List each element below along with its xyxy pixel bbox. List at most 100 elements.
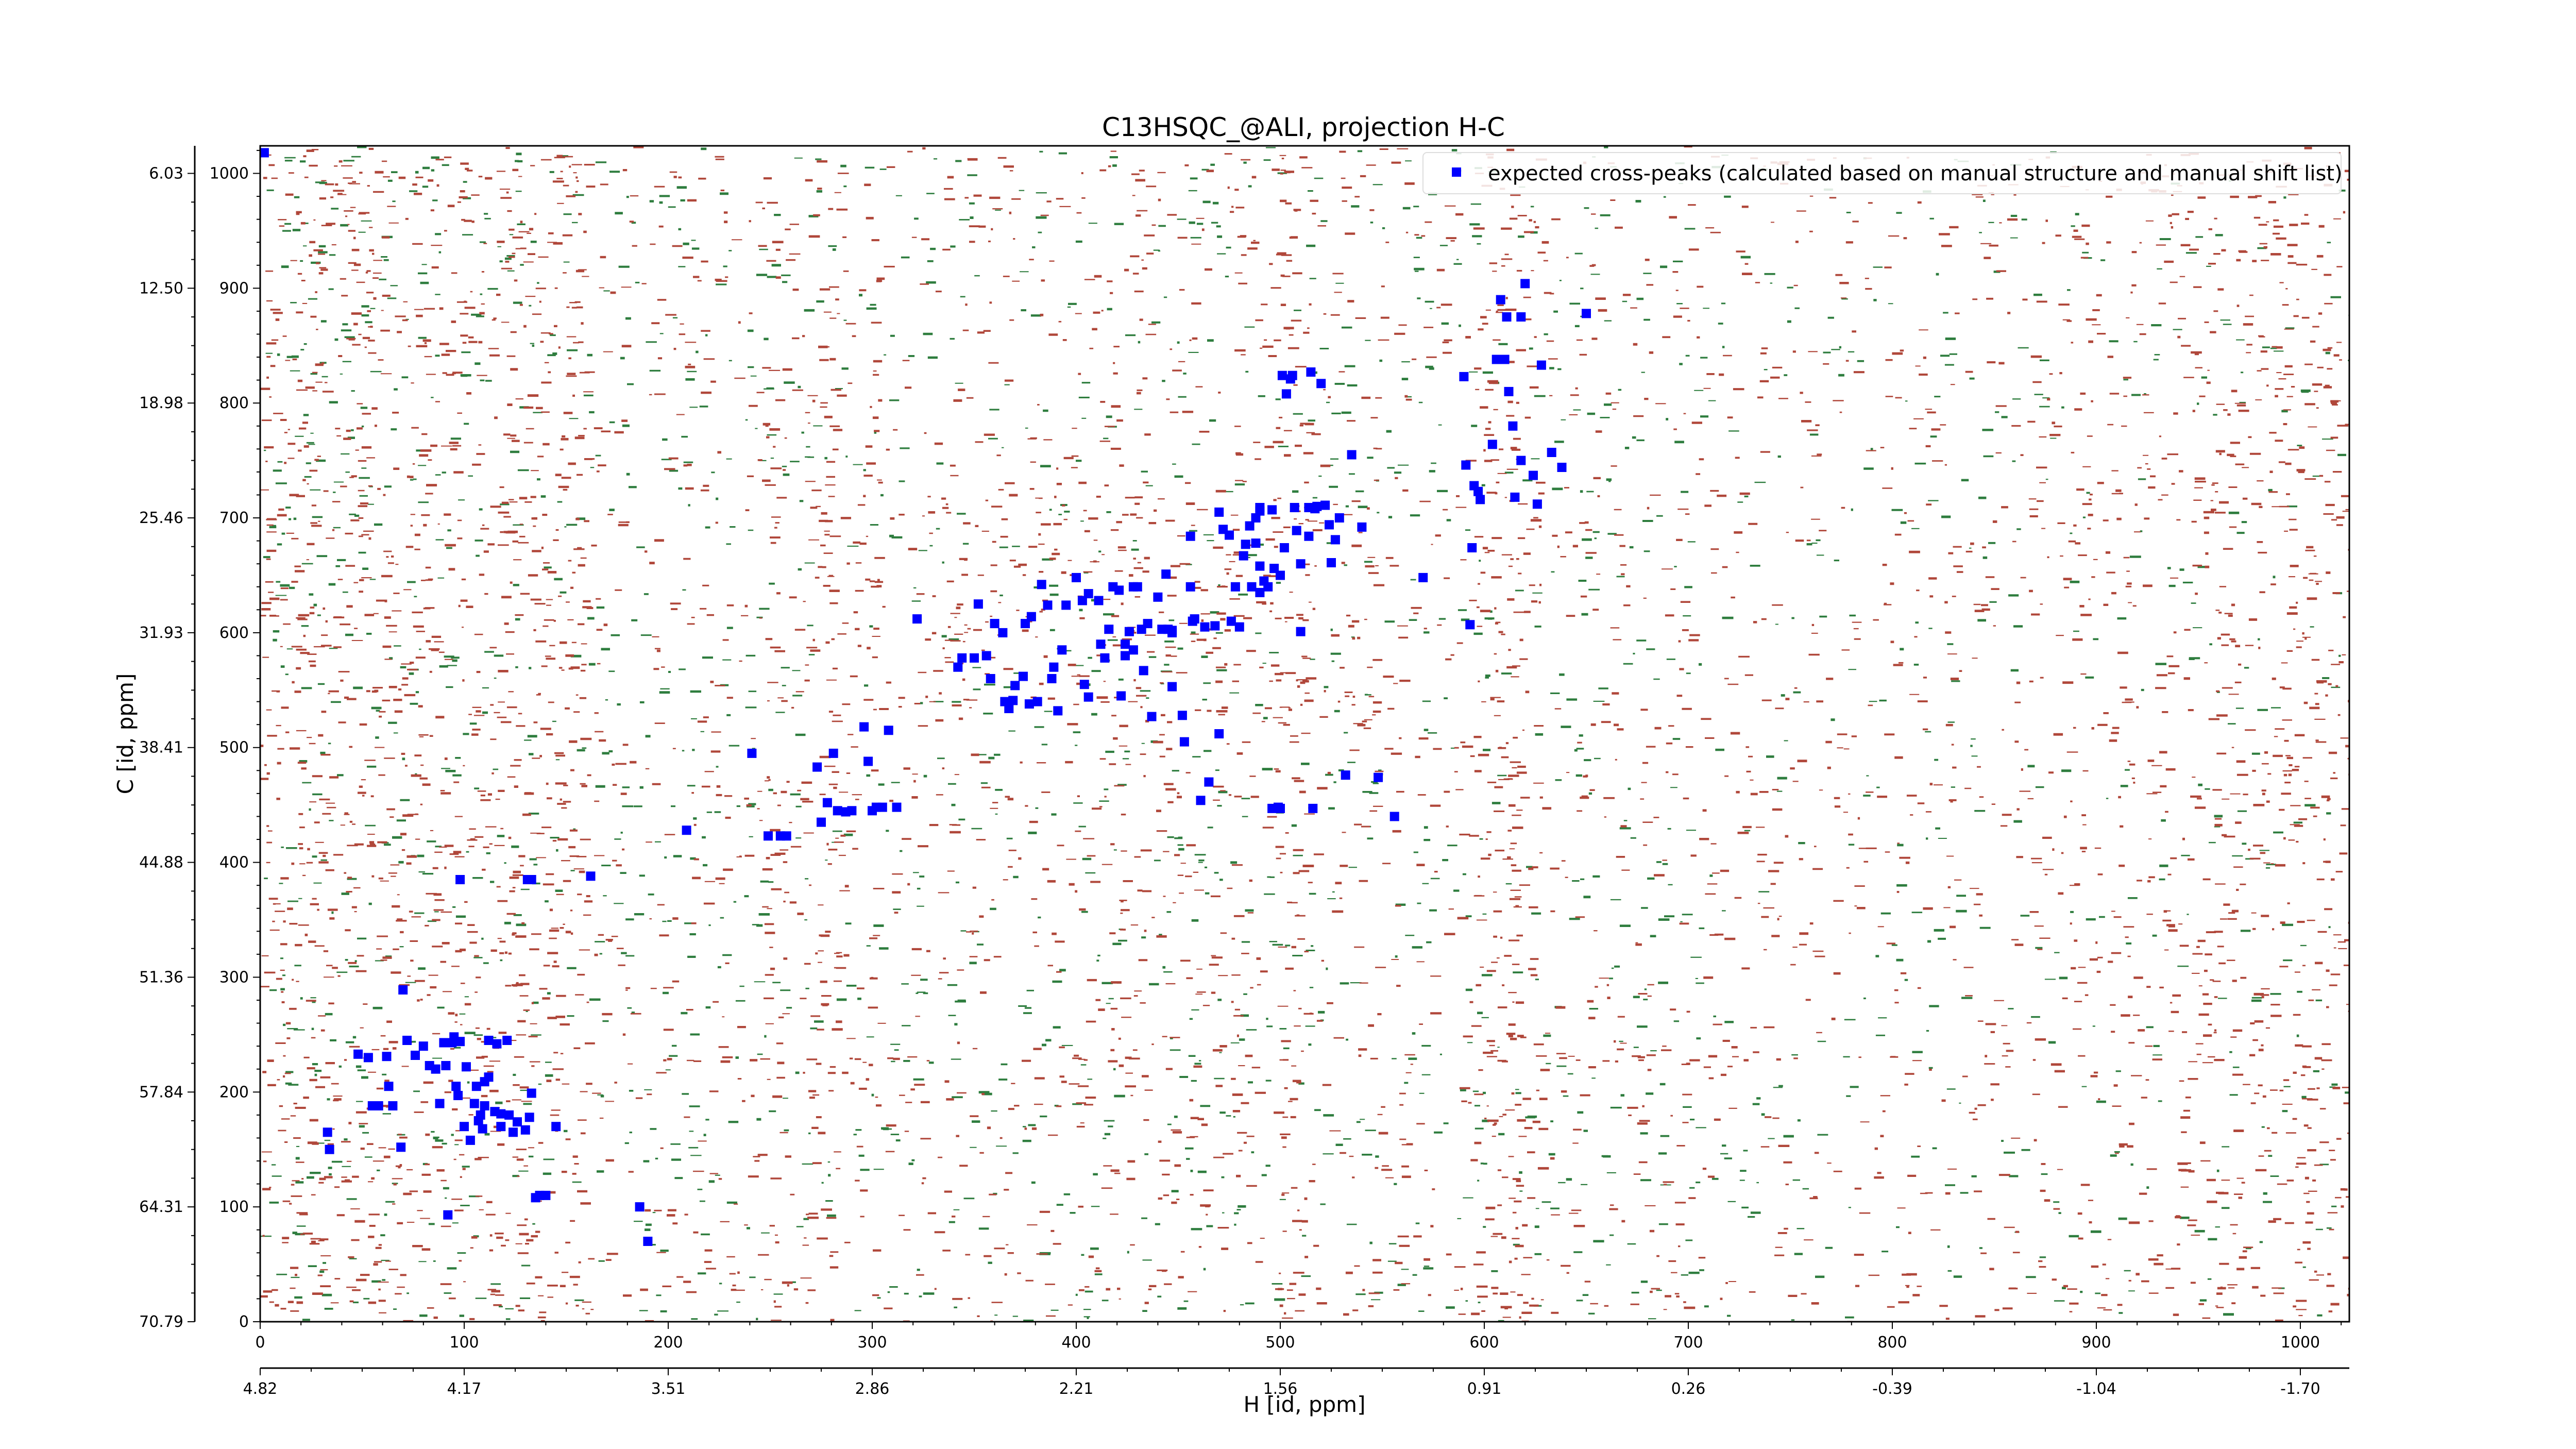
cross-peak [1100,653,1110,663]
cross-peak [1247,582,1257,592]
cross-peak [1010,681,1020,690]
cross-peak [1582,309,1591,318]
x-tick-label: 0 [255,1334,265,1352]
cross-peak [441,1061,451,1070]
y-axis-ppm: 70.79 64.31 57.84 51.36 44.88 38.41 31.93 25.46… [139,146,196,1331]
cross-peak [1316,379,1326,389]
cross-peak [382,1052,392,1062]
cross-peak [1276,570,1285,580]
cross-peak [828,748,838,758]
y-ppm-tick-label: 31.93 [139,624,183,642]
cross-peak [1094,596,1104,605]
y-ppm-tick-label: 18.98 [139,394,183,412]
cross-peak [1279,543,1289,552]
cross-peak [462,1062,471,1072]
y-axis-index: 0 100 200 300 400 500 600 700 800 900 1000 [210,149,260,1331]
cross-peak [504,1110,514,1120]
cross-peak [1255,561,1265,571]
cross-peak [513,1117,522,1127]
cross-peak [1267,505,1277,515]
cross-peak [1121,651,1130,661]
cross-peak [418,1041,428,1051]
cross-peak [1487,440,1497,449]
cross-peak [1234,622,1244,632]
cross-peak [1204,777,1214,787]
x-ppm-tick-label: -0.39 [1872,1380,1912,1398]
x-axis-index: 0 100 200 300 400 500 600 700 800 900 1000 [255,1322,2342,1352]
cross-peak [469,1099,479,1108]
cross-peak [1516,456,1526,465]
cross-peak [1043,600,1053,610]
cross-peak [822,798,832,807]
cross-peak [833,806,842,816]
cross-peak [847,806,857,816]
cross-peak [1357,522,1367,532]
x-ppm-tick-label: 0.91 [1467,1380,1502,1398]
cross-peak [1536,360,1546,370]
cross-peak [1312,501,1322,511]
y-tick-label: 0 [239,1313,249,1331]
cross-peak [484,1072,494,1082]
cross-peak [402,1036,412,1045]
cross-peak [492,1039,502,1049]
y-tick-label: 900 [219,279,249,297]
cross-peak [859,722,869,732]
cross-peak [1459,372,1469,381]
cross-peak [1225,530,1234,540]
cross-peak [443,1210,453,1220]
cross-peak [1529,470,1538,480]
cross-peak [509,1127,518,1137]
cross-peak [863,756,873,766]
cross-peak [747,748,757,758]
cross-peak [1308,803,1318,813]
cross-peak [1239,551,1248,561]
cross-peak [1061,600,1071,610]
cross-peak [1116,691,1126,701]
cross-peak [1347,450,1357,460]
cross-peak [1214,729,1224,738]
cross-peak [1504,386,1514,396]
cross-peak [1057,645,1067,655]
cross-peak [1276,803,1285,813]
cross-peak [1418,572,1428,582]
cross-peak [1004,704,1014,713]
cross-peak [1508,421,1518,431]
x-tick-label: 700 [1673,1334,1703,1352]
cross-peak [953,662,963,672]
legend: expected cross-peaks (calculated based o… [1422,152,2343,194]
legend-marker [1452,167,1461,177]
cross-peak [1341,770,1350,780]
y-ppm-tick-label: 25.46 [139,509,183,527]
cross-peak [1153,592,1163,602]
cross-peak [1167,682,1177,692]
cross-peak [527,875,536,884]
x-tick-label: 100 [449,1334,479,1352]
cross-peak [957,653,967,663]
y-ppm-tick-label: 38.41 [139,739,183,757]
cross-peak [1114,585,1124,595]
cross-peak [471,1082,481,1091]
cross-peak [1473,486,1483,496]
cross-peak [527,1088,536,1098]
y-ppm-tick-label: 6.03 [149,164,183,182]
cross-peak [1104,625,1114,634]
cross-peak [455,875,465,884]
cross-peak [435,1099,445,1108]
cross-peak [323,1127,332,1137]
cross-peak [384,1082,394,1091]
cross-peak [1083,692,1093,702]
x-ppm-tick-label: 0.26 [1671,1380,1706,1398]
cross-peak [1079,680,1089,689]
cross-peak [986,674,995,683]
cross-peak [812,762,822,772]
y-ppm-tick-label: 64.31 [139,1198,183,1216]
cross-peak [260,148,269,158]
x-tick-label: 300 [857,1334,887,1352]
cross-peak [1167,626,1177,635]
cross-peak [1306,367,1316,377]
cross-peak [1024,699,1034,709]
plot-area[interactable] [259,145,2358,1324]
cross-peak [1277,370,1287,380]
cross-peak [1496,295,1505,305]
